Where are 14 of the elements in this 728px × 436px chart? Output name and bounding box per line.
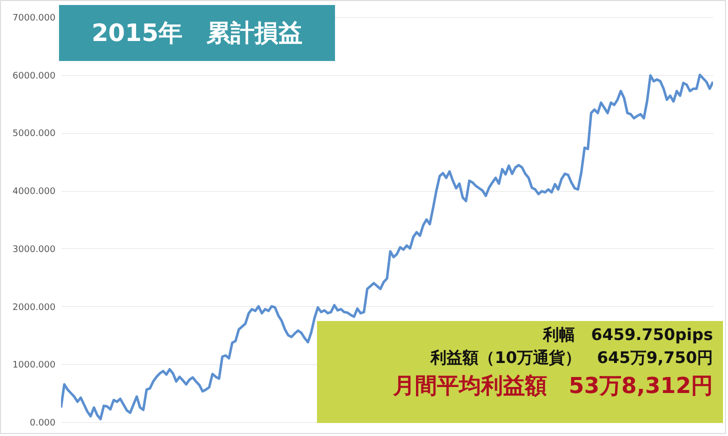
y-tick-label: 3000.000 xyxy=(12,244,56,255)
y-tick-label: 0.000 xyxy=(30,418,56,428)
y-tick-label: 1000.000 xyxy=(12,360,56,371)
annotation: 利益額（10万通貨） 645万9,750円 xyxy=(429,348,713,369)
annotation: 利幅 6459.750pips xyxy=(542,325,713,346)
y-tick-label: 5000.000 xyxy=(12,129,56,140)
y-tick-label: 4000.000 xyxy=(12,187,56,198)
annotation: 月間平均利益額 53万8,312円 xyxy=(392,373,713,401)
y-tick-label: 6000.000 xyxy=(12,71,56,82)
y-tick-label: 7000.000 xyxy=(12,14,56,24)
title-banner: 2015年 累計損益 xyxy=(59,5,335,61)
summary-panel: 利幅 6459.750pips 利益額（10万通貨） 645万9,750円 月間平均利益額 53万8,312円 xyxy=(317,321,723,423)
y-tick-label: 2000.000 xyxy=(12,302,56,313)
line-series xyxy=(61,74,713,420)
